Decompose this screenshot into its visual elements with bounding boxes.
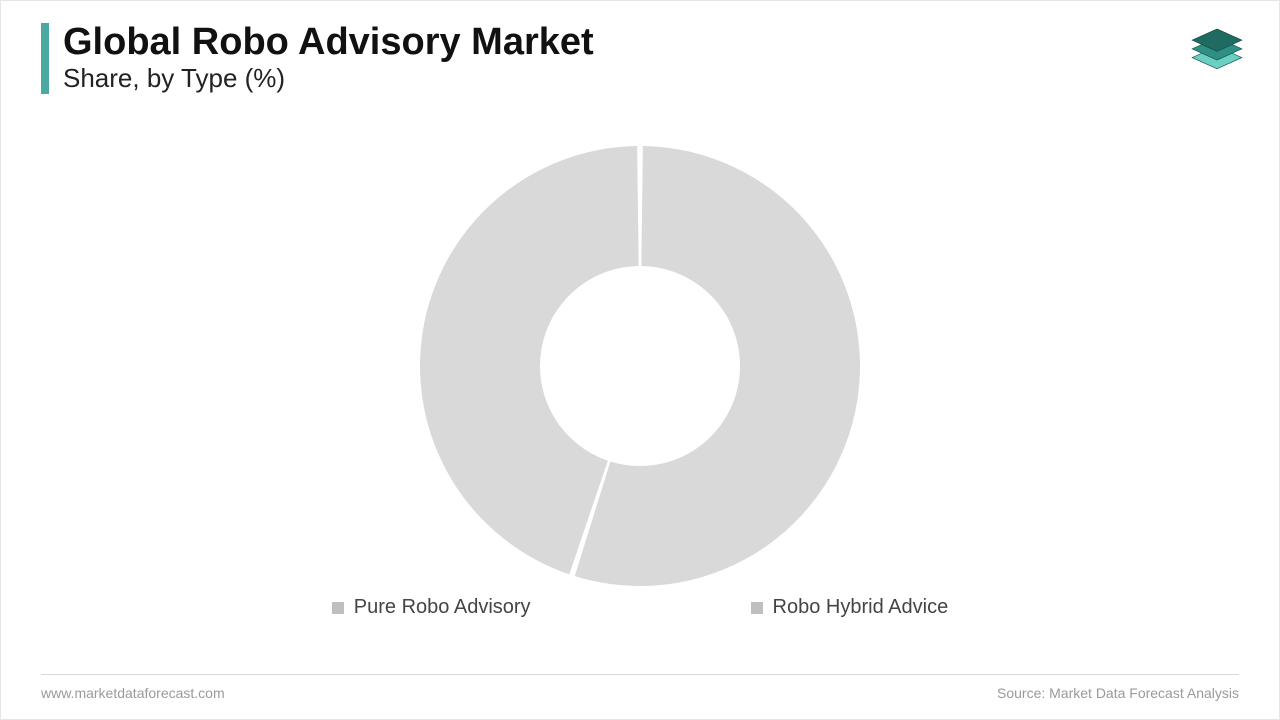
footer-url: www.marketdataforecast.com	[41, 685, 225, 701]
chart-area	[1, 131, 1279, 601]
accent-bar	[41, 23, 49, 94]
chart-canvas: Global Robo Advisory Market Share, by Ty…	[0, 0, 1280, 720]
legend-swatch-icon	[751, 602, 763, 614]
legend-label: Pure Robo Advisory	[354, 596, 531, 619]
legend-swatch-icon	[332, 602, 344, 614]
title-block: Global Robo Advisory Market Share, by Ty…	[63, 23, 594, 94]
legend-item: Robo Hybrid Advice	[751, 596, 949, 619]
footer: www.marketdataforecast.com Source: Marke…	[41, 674, 1239, 701]
footer-source: Source: Market Data Forecast Analysis	[997, 685, 1239, 701]
donut-chart	[420, 146, 860, 586]
legend-item: Pure Robo Advisory	[332, 596, 531, 619]
page-title: Global Robo Advisory Market	[63, 23, 594, 63]
page-subtitle: Share, by Type (%)	[63, 63, 594, 94]
legend-label: Robo Hybrid Advice	[773, 596, 949, 619]
legend: Pure Robo Advisory Robo Hybrid Advice	[1, 596, 1279, 619]
header: Global Robo Advisory Market Share, by Ty…	[41, 23, 594, 94]
brand-logo-icon	[1185, 19, 1249, 75]
